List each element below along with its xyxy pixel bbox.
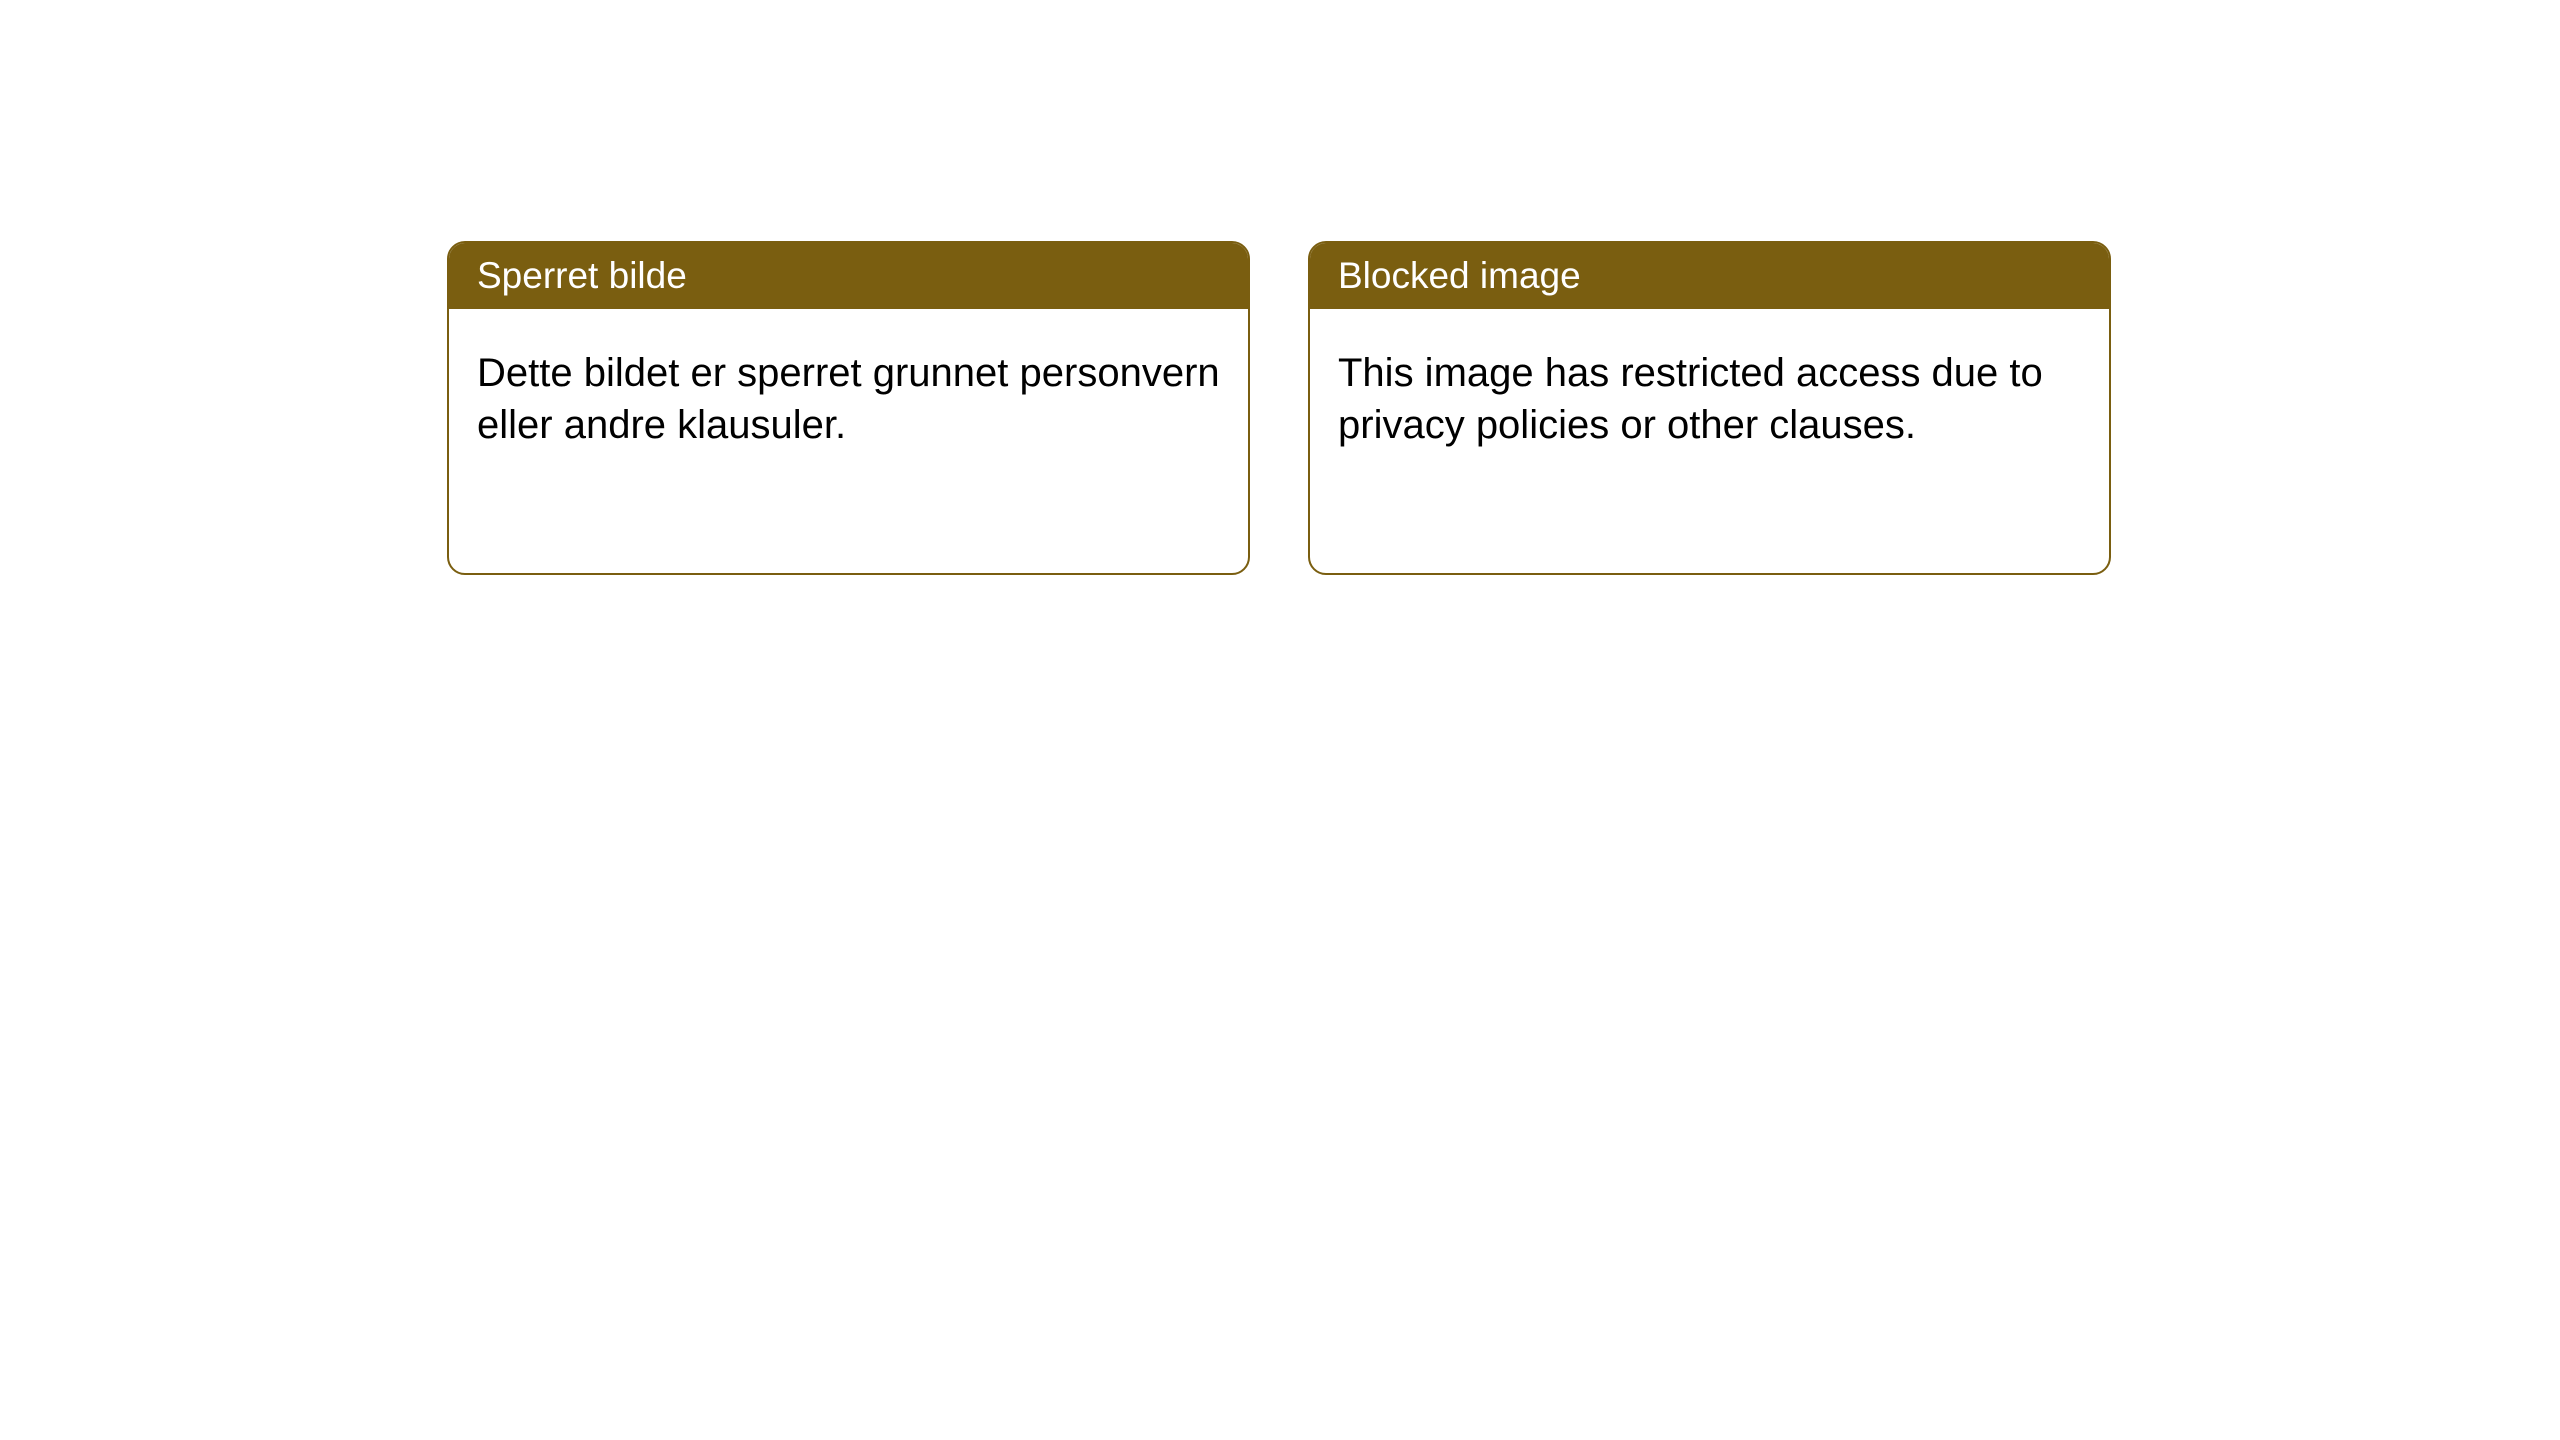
card-header: Blocked image — [1310, 243, 2109, 309]
card-body-text: Dette bildet er sperret grunnet personve… — [477, 351, 1220, 447]
card-header-text: Sperret bilde — [477, 255, 687, 296]
notice-card-norwegian: Sperret bilde Dette bildet er sperret gr… — [447, 241, 1250, 575]
notice-cards-container: Sperret bilde Dette bildet er sperret gr… — [447, 241, 2111, 575]
notice-card-english: Blocked image This image has restricted … — [1308, 241, 2111, 575]
card-header: Sperret bilde — [449, 243, 1248, 309]
card-body-text: This image has restricted access due to … — [1338, 351, 2043, 447]
card-body: Dette bildet er sperret grunnet personve… — [449, 309, 1248, 489]
card-body: This image has restricted access due to … — [1310, 309, 2109, 489]
card-header-text: Blocked image — [1338, 255, 1581, 296]
